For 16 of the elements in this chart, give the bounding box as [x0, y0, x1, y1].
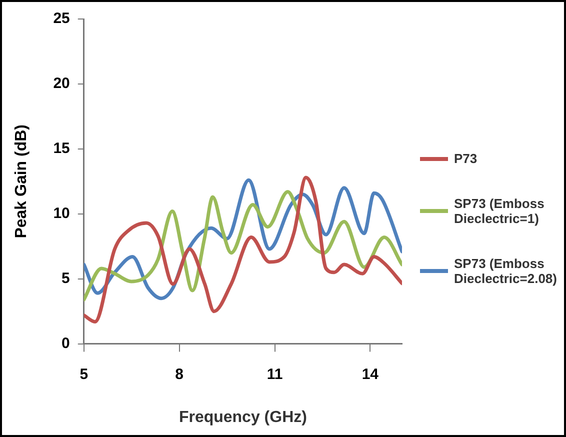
y-tick-label: 10	[53, 205, 70, 222]
y-tick-label: 25	[53, 10, 70, 28]
line-series	[84, 176, 402, 324]
legend-label: P73	[454, 151, 478, 166]
legend-label: SP73 (Emboss Dieclectric=2.08)	[454, 256, 558, 286]
y-axis-title: Peak Gain (dB)	[13, 124, 30, 238]
x-tick-label: 5	[80, 366, 88, 383]
x-tick-label: 11	[266, 366, 283, 383]
x-axis-title: Frequency (GHz)	[178, 408, 307, 426]
y-tick-label: 20	[53, 75, 70, 92]
x-tick-label: 8	[175, 366, 184, 383]
y-tick-label: 15	[53, 140, 70, 158]
x-tick-label: 14	[362, 366, 380, 383]
y-tick-label: 0	[62, 334, 70, 352]
y-tick-label: 5	[62, 270, 70, 287]
legend-label: SP73 (Emboss Dieclectric=1)	[454, 196, 546, 226]
